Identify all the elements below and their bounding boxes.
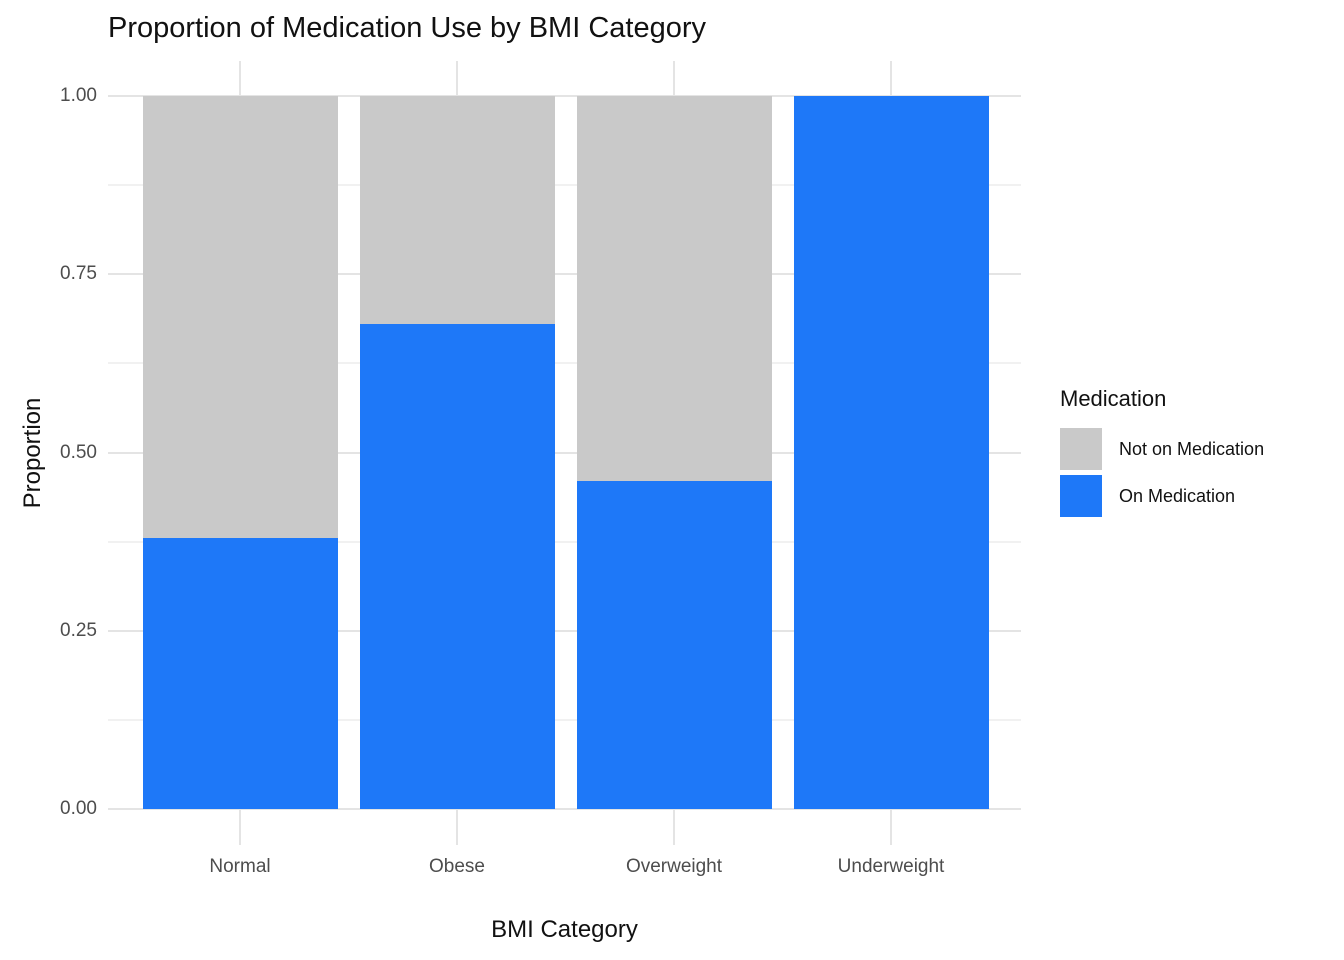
gridline-major — [108, 451, 1021, 454]
x-tick-label-overweight: Overweight — [625, 856, 723, 877]
y-tick-label: 0.00 — [60, 798, 97, 819]
gridline-major — [108, 808, 1021, 810]
bar-segment-normal-not-on-medication — [142, 96, 338, 539]
bar-segment-underweight-on-medication — [793, 96, 989, 809]
gridline-major — [108, 629, 1021, 632]
legend-items: Not on Medication On Medication — [1060, 428, 1264, 517]
bar-segment-obese-on-medication — [359, 324, 555, 809]
legend-label: On Medication — [1119, 485, 1236, 506]
legend-item-on-medication: On Medication — [1060, 475, 1264, 517]
legend-swatch — [1060, 475, 1102, 517]
x-axis-title: BMI Category — [491, 916, 638, 943]
plot-panel — [108, 61, 1021, 845]
x-tick-label-underweight: Underweight — [837, 856, 945, 877]
legend-item-not-on-medication: Not on Medication — [1060, 428, 1264, 470]
gridline-minor — [108, 184, 1021, 187]
gridline-minor — [108, 540, 1021, 543]
gridline-major — [108, 95, 1021, 97]
gridline-minor — [108, 718, 1021, 721]
x-tick-label-obese: Obese — [429, 856, 485, 877]
gridline-major — [108, 273, 1021, 276]
y-axis-title: Proportion — [19, 397, 46, 509]
legend-label: Not on Medication — [1119, 438, 1265, 459]
bar-segment-obese-not-on-medication — [359, 96, 555, 325]
x-tick-label-normal: Normal — [209, 856, 271, 877]
bar-segment-overweight-not-on-medication — [576, 96, 772, 482]
bar-segment-normal-on-medication — [142, 538, 338, 809]
chart-title: Proportion of Medication Use by BMI Cate… — [108, 12, 706, 44]
gridline-minor — [108, 362, 1021, 365]
y-tick-label: 0.25 — [60, 619, 97, 641]
y-tick-label: 1.00 — [60, 85, 97, 106]
bar-segment-overweight-on-medication — [576, 481, 772, 809]
y-tick-label: 0.50 — [60, 441, 97, 463]
y-tick-label: 0.75 — [60, 263, 97, 285]
legend-swatch — [1060, 428, 1102, 470]
legend: Medication Not on Medication On Medicatio… — [1060, 386, 1264, 522]
legend-title: Medication — [1060, 386, 1167, 411]
